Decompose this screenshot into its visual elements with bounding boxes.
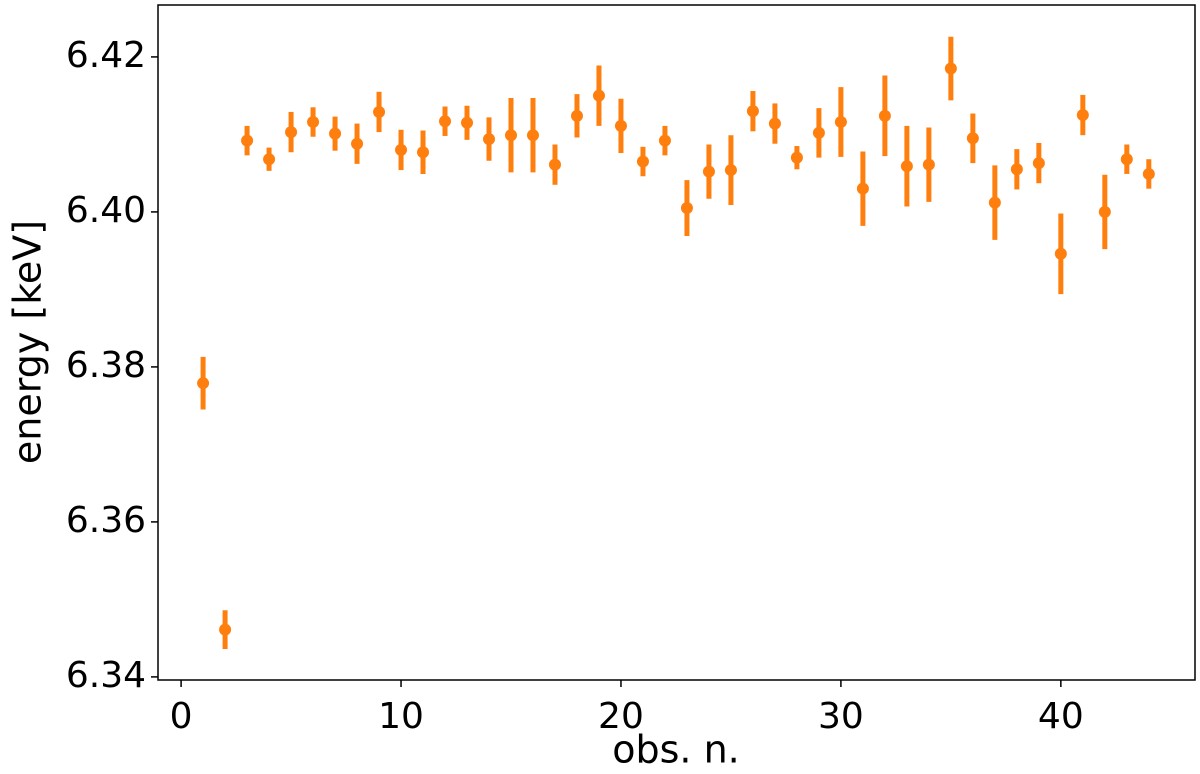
data-point [285, 126, 298, 139]
data-point [1076, 109, 1089, 122]
data-point [834, 116, 847, 129]
data-point [658, 134, 671, 147]
x-tick-label: 30 [818, 696, 864, 737]
data-point [373, 105, 386, 118]
data-point [1120, 153, 1133, 166]
data-point [548, 158, 561, 171]
x-tick-label: 40 [1038, 696, 1084, 737]
data-point [1142, 167, 1155, 180]
data-point [746, 105, 759, 118]
data-point [263, 153, 276, 166]
data-point [680, 202, 693, 215]
data-point [702, 165, 715, 178]
data-point [944, 62, 957, 75]
y-tick-label: 6.38 [66, 345, 146, 386]
y-tick-label: 6.40 [66, 190, 146, 231]
y-tick-label: 6.42 [66, 35, 146, 76]
data-point [636, 155, 649, 168]
data-point [724, 164, 737, 177]
data-point [307, 116, 320, 129]
y-tick-label: 6.34 [66, 655, 146, 696]
data-point [614, 119, 627, 132]
data-point [922, 158, 935, 171]
plot-frame [157, 4, 1196, 681]
data-point [988, 196, 1001, 209]
data-point [439, 115, 452, 128]
data-point [504, 129, 517, 142]
data-point [1010, 163, 1023, 176]
data-point [483, 133, 496, 146]
data-point [329, 127, 342, 140]
data-point [900, 160, 913, 173]
data-point [395, 143, 408, 156]
y-tick-label: 6.36 [66, 500, 146, 541]
data-point [351, 137, 364, 150]
x-axis-label: obs. n. [612, 728, 740, 772]
data-point [570, 109, 583, 122]
data-point [1098, 205, 1111, 218]
data-point [856, 182, 869, 195]
data-point [241, 134, 254, 147]
data-point [768, 117, 781, 130]
data-point [812, 126, 825, 139]
data-point [1032, 157, 1045, 170]
data-point [526, 129, 539, 142]
data-point [878, 109, 891, 122]
x-tick-label: 20 [598, 696, 644, 737]
data-point [790, 151, 803, 164]
data-point [966, 132, 979, 145]
data-point [219, 623, 232, 636]
data-point [197, 377, 210, 390]
y-axis-label: energy [keV] [6, 220, 50, 464]
x-tick-label: 0 [170, 696, 193, 737]
data-point [1054, 247, 1067, 260]
data-point [417, 146, 430, 159]
x-tick-label: 10 [378, 696, 424, 737]
data-point [461, 116, 474, 129]
data-point [592, 89, 605, 102]
